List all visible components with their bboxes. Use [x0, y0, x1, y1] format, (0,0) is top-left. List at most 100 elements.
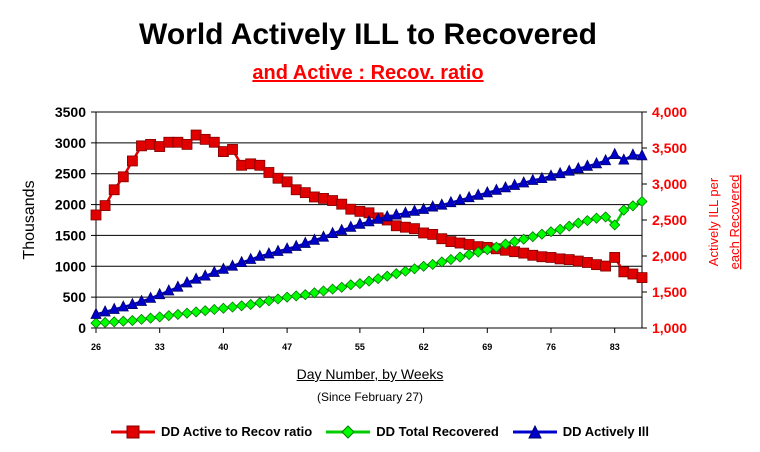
point-recovered: [518, 233, 530, 245]
point-ill: [427, 200, 439, 212]
point-recovered: [90, 317, 102, 329]
point-ill: [472, 188, 484, 200]
point-recovered: [527, 231, 539, 243]
point-ill: [199, 269, 211, 281]
point-ill: [354, 217, 366, 229]
point-ill: [372, 212, 384, 224]
point-ratio: [409, 223, 420, 235]
point-ratio: [582, 257, 593, 268]
point-recovered: [463, 248, 475, 261]
point-recovered: [490, 241, 502, 253]
x-tick-label: 26: [91, 342, 101, 352]
point-ill: [217, 262, 230, 274]
x-tick-label: 76: [546, 342, 556, 352]
y-right-tick-label: 4,000: [652, 104, 687, 120]
y-right-tick-label: 3,500: [652, 140, 687, 156]
point-ratio: [627, 268, 639, 280]
point-ill: [563, 164, 575, 176]
point-ratio: [545, 252, 557, 263]
point-recovered: [181, 307, 193, 319]
point-ill: [126, 297, 139, 309]
point-recovered: [554, 223, 566, 235]
y-right-tick-label: 1,500: [652, 284, 687, 300]
point-ill: [609, 147, 621, 159]
point-ratio: [399, 221, 411, 233]
point-ratio: [336, 198, 348, 210]
x-axis-label: Day Number, by Weeks: [296, 366, 444, 382]
legend-swatch-recovered: [326, 424, 371, 439]
point-recovered: [299, 289, 311, 301]
point-ill: [135, 294, 148, 306]
point-recovered: [581, 215, 593, 227]
point-ratio: [181, 138, 193, 150]
point-ratio: [290, 184, 302, 196]
point-recovered: [263, 295, 275, 307]
legend-swatch-ratio: [110, 425, 155, 438]
point-ill: [181, 276, 193, 288]
point-recovered: [327, 283, 339, 295]
point-ratio: [354, 205, 366, 217]
x-tick-label: 40: [218, 342, 228, 352]
point-ratio: [536, 251, 548, 263]
point-ill: [163, 284, 175, 296]
point-recovered: [563, 220, 575, 232]
x-tick-label: 69: [482, 342, 492, 352]
x-tick-label: 55: [355, 342, 365, 352]
point-ratio: [427, 228, 439, 240]
point-recovered: [108, 316, 120, 328]
point-ratio: [227, 144, 238, 155]
point-ill: [345, 220, 357, 232]
point-recovered: [145, 312, 157, 324]
point-ill: [381, 210, 393, 222]
x-tick-label: 33: [155, 342, 165, 352]
legend-label-recovered: DD Total Recovered: [376, 424, 499, 439]
legend-item-recovered: DD Total Recovered: [326, 424, 499, 439]
point-ratio: [299, 187, 311, 199]
point-ill: [154, 287, 166, 300]
point-recovered: [172, 308, 184, 320]
point-ill: [399, 206, 412, 218]
point-ill: [481, 185, 493, 198]
point-recovered: [317, 285, 330, 297]
point-recovered: [408, 263, 421, 275]
point-ill: [117, 300, 129, 312]
y-left-tick-label: 3000: [55, 135, 86, 151]
point-recovered: [381, 270, 393, 282]
point-ill: [618, 153, 630, 165]
x-tick-label: 62: [419, 342, 429, 352]
chart-subtitle: and Active : Recov. ratio: [252, 62, 484, 84]
point-ill: [527, 173, 539, 185]
point-ratio: [527, 249, 539, 261]
point-ill: [245, 252, 257, 264]
y-left-tick-label: 0: [78, 320, 86, 336]
point-ratio: [563, 254, 575, 266]
point-ratio: [263, 167, 275, 178]
point-ill: [326, 226, 339, 238]
x-axis-sublabel: (Since February 27): [316, 390, 424, 404]
y-axis-left-label: Thousands: [21, 180, 38, 259]
point-recovered: [208, 303, 220, 316]
point-ratio: [99, 200, 111, 212]
point-recovered: [481, 244, 493, 256]
point-recovered: [372, 273, 384, 285]
point-recovered: [627, 200, 639, 212]
point-ill: [636, 148, 648, 161]
point-ratio: [199, 133, 211, 145]
point-ratio: [154, 141, 166, 152]
point-ill: [490, 183, 503, 195]
point-ratio: [636, 272, 648, 284]
point-ill: [436, 198, 448, 210]
point-recovered: [135, 313, 148, 325]
point-recovered: [572, 217, 584, 229]
legend-swatch-ill: [512, 424, 557, 438]
point-recovered: [609, 219, 621, 231]
point-ratio: [591, 259, 602, 271]
point-ratio: [117, 171, 129, 183]
point-ratio: [509, 246, 521, 258]
point-recovered: [308, 287, 320, 299]
y-axis-right-label-2: each Recovered: [727, 175, 742, 270]
point-ill: [599, 153, 612, 166]
point-ratio: [127, 155, 138, 167]
point-recovered: [427, 258, 439, 270]
